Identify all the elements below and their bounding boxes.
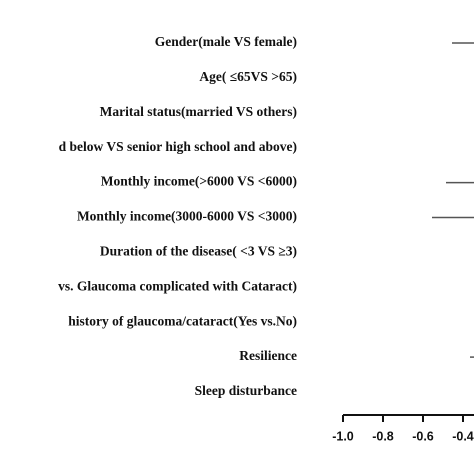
x-tick-label: -0.6 — [412, 429, 434, 443]
row-label: d below VS senior high school and above) — [59, 139, 297, 154]
row-label: Monthly income(>6000 VS <6000) — [101, 174, 297, 189]
x-tick-label: -0.8 — [372, 429, 394, 443]
row-label: Duration of the disease( <3 VS ≥3) — [100, 243, 297, 258]
row-label: Gender(male VS female) — [155, 34, 297, 49]
row-label: Sleep disturbance — [195, 383, 297, 398]
x-tick-label: -1.0 — [332, 429, 354, 443]
row-label: vs. Glaucoma complicated with Cataract) — [58, 278, 297, 293]
x-tick-label: -0.4 — [452, 429, 474, 443]
row-label: history of glaucoma/cataract(Yes vs.No) — [68, 313, 297, 328]
row-label: Resilience — [239, 348, 297, 363]
row-label: Marital status(married VS others) — [100, 104, 297, 119]
row-label: Monthly income(3000-6000 VS <3000) — [77, 209, 297, 224]
row-label: Age( ≤65VS >65) — [199, 69, 297, 84]
